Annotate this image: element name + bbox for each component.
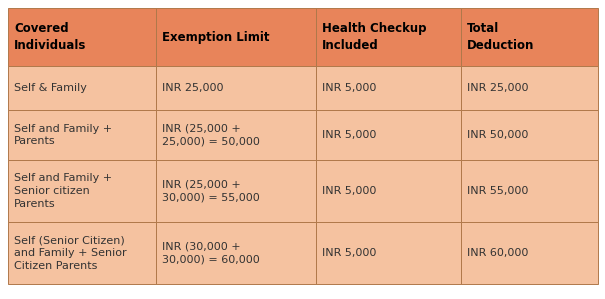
Text: INR 5,000: INR 5,000 xyxy=(322,186,376,196)
Text: Health Checkup
Included: Health Checkup Included xyxy=(322,22,427,52)
Bar xyxy=(8,110,156,160)
Text: INR 5,000: INR 5,000 xyxy=(322,83,376,93)
Bar xyxy=(8,222,156,284)
Bar xyxy=(461,66,598,110)
Bar xyxy=(316,8,461,66)
Text: Covered
Individuals: Covered Individuals xyxy=(14,22,87,52)
Text: INR (25,000 +
25,000) = 50,000: INR (25,000 + 25,000) = 50,000 xyxy=(162,123,260,147)
Bar xyxy=(316,222,461,284)
Bar xyxy=(316,110,461,160)
Text: INR 55,000: INR 55,000 xyxy=(467,186,528,196)
Bar xyxy=(461,222,598,284)
Bar xyxy=(156,66,316,110)
Text: INR 25,000: INR 25,000 xyxy=(467,83,529,93)
Text: INR 50,000: INR 50,000 xyxy=(467,130,528,140)
Text: INR 5,000: INR 5,000 xyxy=(322,248,376,258)
Text: INR 25,000: INR 25,000 xyxy=(162,83,223,93)
Text: Self & Family: Self & Family xyxy=(14,83,87,93)
Text: INR (25,000 +
30,000) = 55,000: INR (25,000 + 30,000) = 55,000 xyxy=(162,180,260,202)
Bar xyxy=(156,222,316,284)
Bar xyxy=(156,8,316,66)
Bar xyxy=(8,66,156,110)
Text: Total
Deduction: Total Deduction xyxy=(467,22,534,52)
Text: INR 5,000: INR 5,000 xyxy=(322,130,376,140)
Text: Self and Family +
Parents: Self and Family + Parents xyxy=(14,123,112,147)
Bar xyxy=(461,8,598,66)
Text: Exemption Limit: Exemption Limit xyxy=(162,30,269,43)
Bar xyxy=(156,110,316,160)
Text: INR 60,000: INR 60,000 xyxy=(467,248,528,258)
Text: Self and Family +
Senior citizen
Parents: Self and Family + Senior citizen Parents xyxy=(14,173,112,209)
Bar xyxy=(461,160,598,222)
Bar xyxy=(316,66,461,110)
Bar xyxy=(461,110,598,160)
Bar xyxy=(316,160,461,222)
Bar xyxy=(8,8,156,66)
Bar xyxy=(8,160,156,222)
Text: INR (30,000 +
30,000) = 60,000: INR (30,000 + 30,000) = 60,000 xyxy=(162,242,260,264)
Text: Self (Senior Citizen)
and Family + Senior
Citizen Parents: Self (Senior Citizen) and Family + Senio… xyxy=(14,235,126,271)
Bar xyxy=(156,160,316,222)
